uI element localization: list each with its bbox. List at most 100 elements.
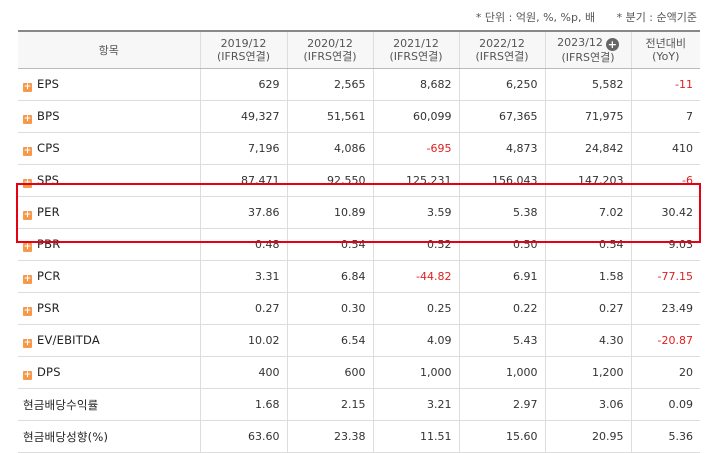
- expand-icon[interactable]: +: [23, 210, 32, 220]
- value-cell-2020: 2,565: [286, 68, 373, 101]
- table-row: + CPS 7,196 4,086 -695 4,873 24,842 410: [18, 132, 700, 165]
- value-cell-yoy: -11: [630, 68, 700, 101]
- value-cell-2023: 4.30: [544, 324, 631, 357]
- row-label-cell[interactable]: + CPS: [18, 132, 200, 165]
- value-cell-2019: 3.31: [199, 260, 287, 293]
- table-row: + PBR 0.48 0.54 0.52 0.50 0.54 9.03: [18, 228, 700, 261]
- value-cell-2022: 6,250: [458, 68, 545, 101]
- row-label-cell[interactable]: + EV/EBITDA: [18, 324, 200, 357]
- row-label: PSR: [37, 301, 60, 315]
- value-cell-2019: 400: [199, 356, 287, 389]
- header-col-2023: 2023/12 + (IFRS연결): [544, 30, 631, 69]
- row-label: SPS: [37, 173, 60, 187]
- value-cell-yoy: -20.87: [630, 324, 700, 357]
- value-cell-2021: 125,231: [372, 164, 459, 197]
- value-cell-yoy: 9.03: [630, 228, 700, 261]
- value-cell-2020: 0.54: [286, 228, 373, 261]
- value-cell-2020: 51,561: [286, 100, 373, 133]
- value-cell-2022: 5.43: [458, 324, 545, 357]
- value-cell-2019: 87,471: [199, 164, 287, 197]
- expand-icon[interactable]: +: [23, 370, 32, 380]
- header-col-yoy: 전년대비 (YoY): [630, 30, 700, 69]
- value-cell-2019: 49,327: [199, 100, 287, 133]
- value-cell-2021: 4.09: [372, 324, 459, 357]
- row-label-cell[interactable]: + DPS: [18, 356, 200, 389]
- value-cell-2023: 20.95: [544, 420, 631, 453]
- value-cell-2019: 7,196: [199, 132, 287, 165]
- value-cell-2022: 4,873: [458, 132, 545, 165]
- value-cell-yoy: -77.15: [630, 260, 700, 293]
- value-cell-2022: 0.22: [458, 292, 545, 325]
- row-label-cell[interactable]: + PCR: [18, 260, 200, 293]
- value-cell-2022: 15.60: [458, 420, 545, 453]
- value-cell-yoy: 410: [630, 132, 700, 165]
- financial-ratio-table: 항목 2019/12 (IFRS연결) 2020/12 (IFRS연결) 2021/…: [18, 30, 700, 453]
- table-header-row: 항목 2019/12 (IFRS연결) 2020/12 (IFRS연결) 2021/…: [18, 30, 700, 69]
- row-label-cell[interactable]: + PSR: [18, 292, 200, 325]
- value-cell-2021: 3.21: [372, 388, 459, 421]
- value-cell-2023: 3.06: [544, 388, 631, 421]
- value-cell-2022: 67,365: [458, 100, 545, 133]
- expand-icon[interactable]: +: [23, 178, 32, 188]
- value-cell-2019: 63.60: [199, 420, 287, 453]
- value-cell-2022: 0.50: [458, 228, 545, 261]
- value-cell-2020: 4,086: [286, 132, 373, 165]
- table-row: + PER 37.86 10.89 3.59 5.38 7.02 30.42: [18, 196, 700, 229]
- table-row: + EV/EBITDA 10.02 6.54 4.09 5.43 4.30 -20.87: [18, 324, 700, 357]
- row-label-cell[interactable]: + PBR: [18, 228, 200, 261]
- row-label: 현금배당수익률: [23, 397, 99, 412]
- table-row: + PSR 0.27 0.30 0.25 0.22 0.27 23.49: [18, 292, 700, 325]
- table-row: 현금배당수익률 1.68 2.15 3.21 2.97 3.06 0.09: [18, 388, 700, 421]
- row-label: BPS: [37, 109, 60, 123]
- header-col-2022: 2022/12 (IFRS연결): [458, 30, 545, 69]
- value-cell-2021: 0.52: [372, 228, 459, 261]
- value-cell-yoy: 30.42: [630, 196, 700, 229]
- table-row: 현금배당성향(%) 63.60 23.38 11.51 15.60 20.95 5.36: [18, 420, 700, 453]
- value-cell-2020: 23.38: [286, 420, 373, 453]
- value-cell-2021: 60,099: [372, 100, 459, 133]
- value-cell-yoy: 7: [630, 100, 700, 133]
- value-cell-2023: 147,203: [544, 164, 631, 197]
- value-cell-2019: 1.68: [199, 388, 287, 421]
- value-cell-2023: 7.02: [544, 196, 631, 229]
- expand-icon[interactable]: +: [23, 146, 32, 156]
- table-row: + SPS 87,471 92,550 125,231 156,043 147,203 -6: [18, 164, 700, 197]
- table-row: + DPS 400 600 1,000 1,000 1,200 20: [18, 356, 700, 389]
- expand-icon[interactable]: +: [23, 82, 32, 92]
- plus-circle-icon[interactable]: +: [605, 38, 619, 51]
- value-cell-2020: 0.30: [286, 292, 373, 325]
- row-label-cell[interactable]: + EPS: [18, 68, 200, 101]
- header-col-2021: 2021/12 (IFRS연결): [372, 30, 459, 69]
- value-cell-2019: 37.86: [199, 196, 287, 229]
- expand-icon[interactable]: +: [23, 114, 32, 124]
- expand-icon[interactable]: +: [23, 242, 32, 252]
- value-cell-2021: 3.59: [372, 196, 459, 229]
- value-cell-2021: 1,000: [372, 356, 459, 389]
- expand-icon[interactable]: +: [23, 306, 32, 316]
- expand-icon[interactable]: +: [23, 274, 32, 284]
- value-cell-2019: 629: [199, 68, 287, 101]
- value-cell-2023: 5,582: [544, 68, 631, 101]
- row-label: CPS: [37, 141, 60, 155]
- row-label: 현금배당성향(%): [23, 429, 109, 444]
- value-cell-2023: 1.58: [544, 260, 631, 293]
- value-cell-2021: -44.82: [372, 260, 459, 293]
- value-cell-2020: 6.84: [286, 260, 373, 293]
- value-cell-2021: 8,682: [372, 68, 459, 101]
- row-label: DPS: [37, 365, 61, 379]
- value-cell-2019: 0.27: [199, 292, 287, 325]
- row-label-cell[interactable]: + PER: [18, 196, 200, 229]
- value-cell-yoy: -6: [630, 164, 700, 197]
- row-label: EPS: [37, 77, 60, 91]
- value-cell-yoy: 23.49: [630, 292, 700, 325]
- row-label: PCR: [37, 269, 61, 283]
- row-label-cell[interactable]: + BPS: [18, 100, 200, 133]
- row-label-cell[interactable]: + SPS: [18, 164, 200, 197]
- value-cell-2020: 6.54: [286, 324, 373, 357]
- value-cell-2021: -695: [372, 132, 459, 165]
- value-cell-yoy: 20: [630, 356, 700, 389]
- value-cell-2020: 92,550: [286, 164, 373, 197]
- expand-icon[interactable]: +: [23, 338, 32, 348]
- value-cell-2022: 1,000: [458, 356, 545, 389]
- value-cell-2023: 0.27: [544, 292, 631, 325]
